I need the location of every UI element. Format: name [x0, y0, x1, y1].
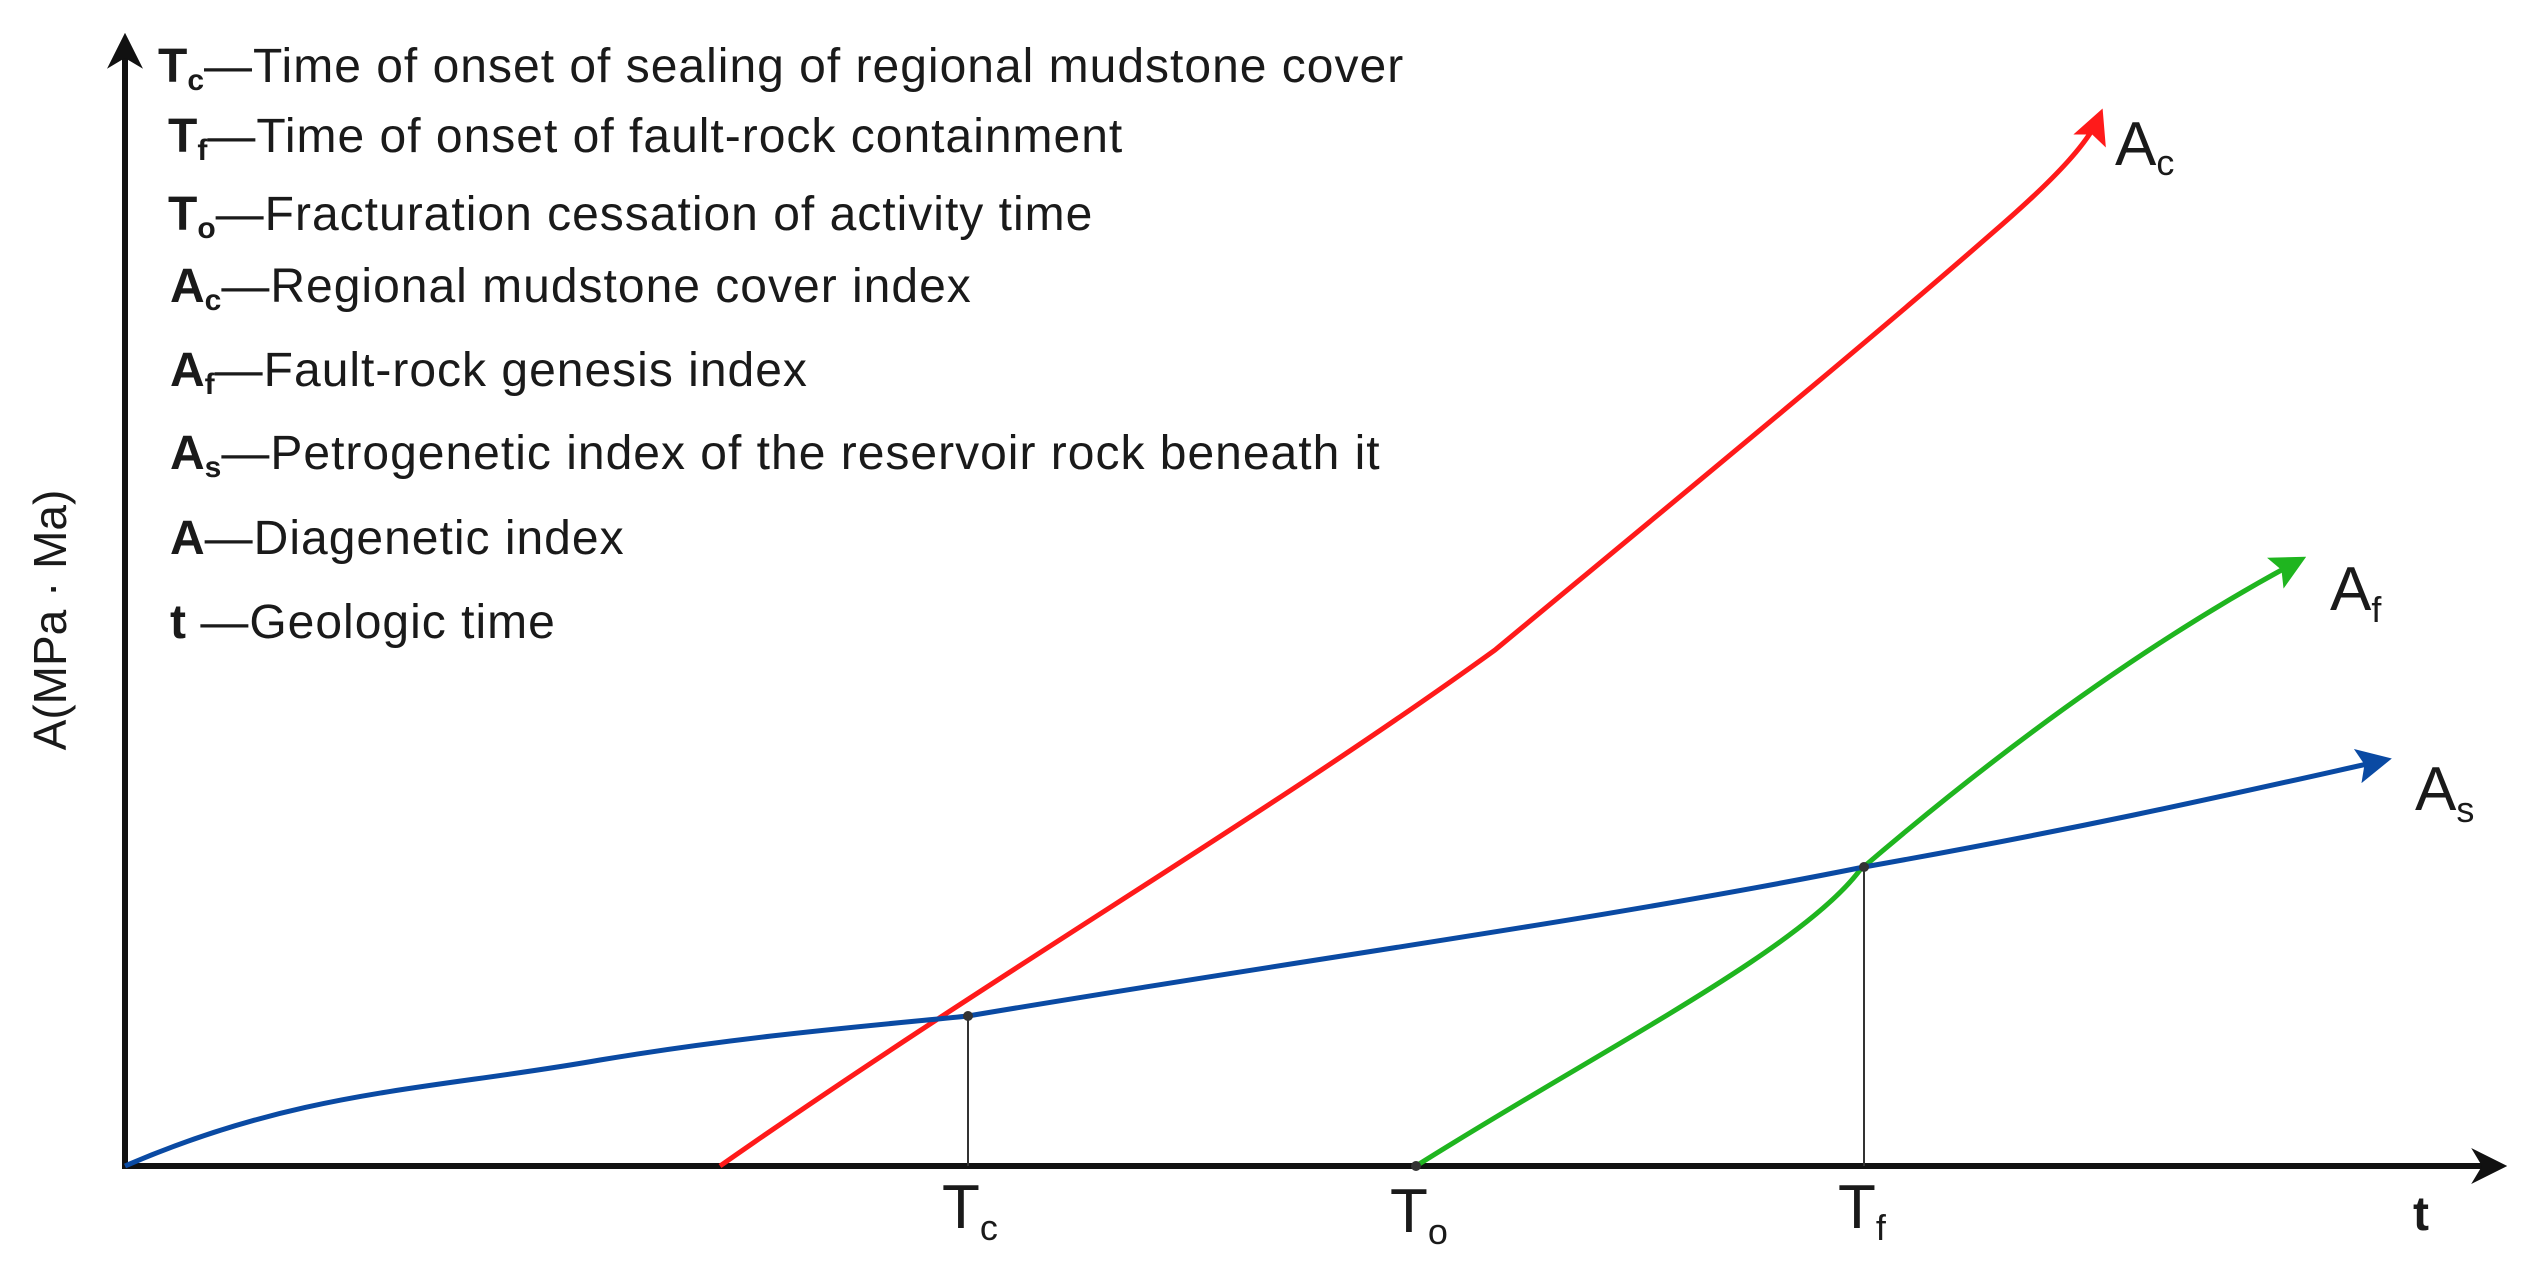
legend-item: Tc—Time of onset of sealing of regional … [158, 40, 1404, 97]
curve-label-af: Af [2330, 555, 2382, 630]
point-to [1411, 1161, 1421, 1171]
legend-item: As—Petrogenetic index of the reservoir r… [170, 427, 1381, 484]
legend-item: Tf—Time of onset of fault-rock containme… [168, 110, 1123, 167]
legend-item: t —Geologic time [170, 596, 556, 649]
curve-af [1414, 556, 2307, 1169]
curve-as [124, 748, 2392, 1169]
curve-label-ac: Ac [2115, 110, 2174, 183]
tick-label-to: To [1390, 1177, 1448, 1252]
x-axis-label: t [2413, 1188, 2429, 1241]
intersection-tf [1859, 862, 1869, 872]
legend-item: A—Diagenetic index [170, 512, 625, 565]
legend-item: Af—Fault-rock genesis index [170, 344, 808, 401]
y-axis-label: A(MPa · Ma) [24, 490, 76, 751]
legend-item: To—Fracturation cessation of activity ti… [168, 188, 1093, 245]
legend-item: Ac—Regional mudstone cover index [170, 260, 972, 317]
curve-ac [718, 108, 2106, 1169]
curve-label-as: As [2415, 755, 2474, 830]
tick-label-tc: Tc [942, 1173, 998, 1248]
legend: Tc—Time of onset of sealing of regional … [158, 40, 1404, 649]
intersection-tc [963, 1011, 973, 1021]
tick-label-tf: Tf [1838, 1173, 1887, 1248]
